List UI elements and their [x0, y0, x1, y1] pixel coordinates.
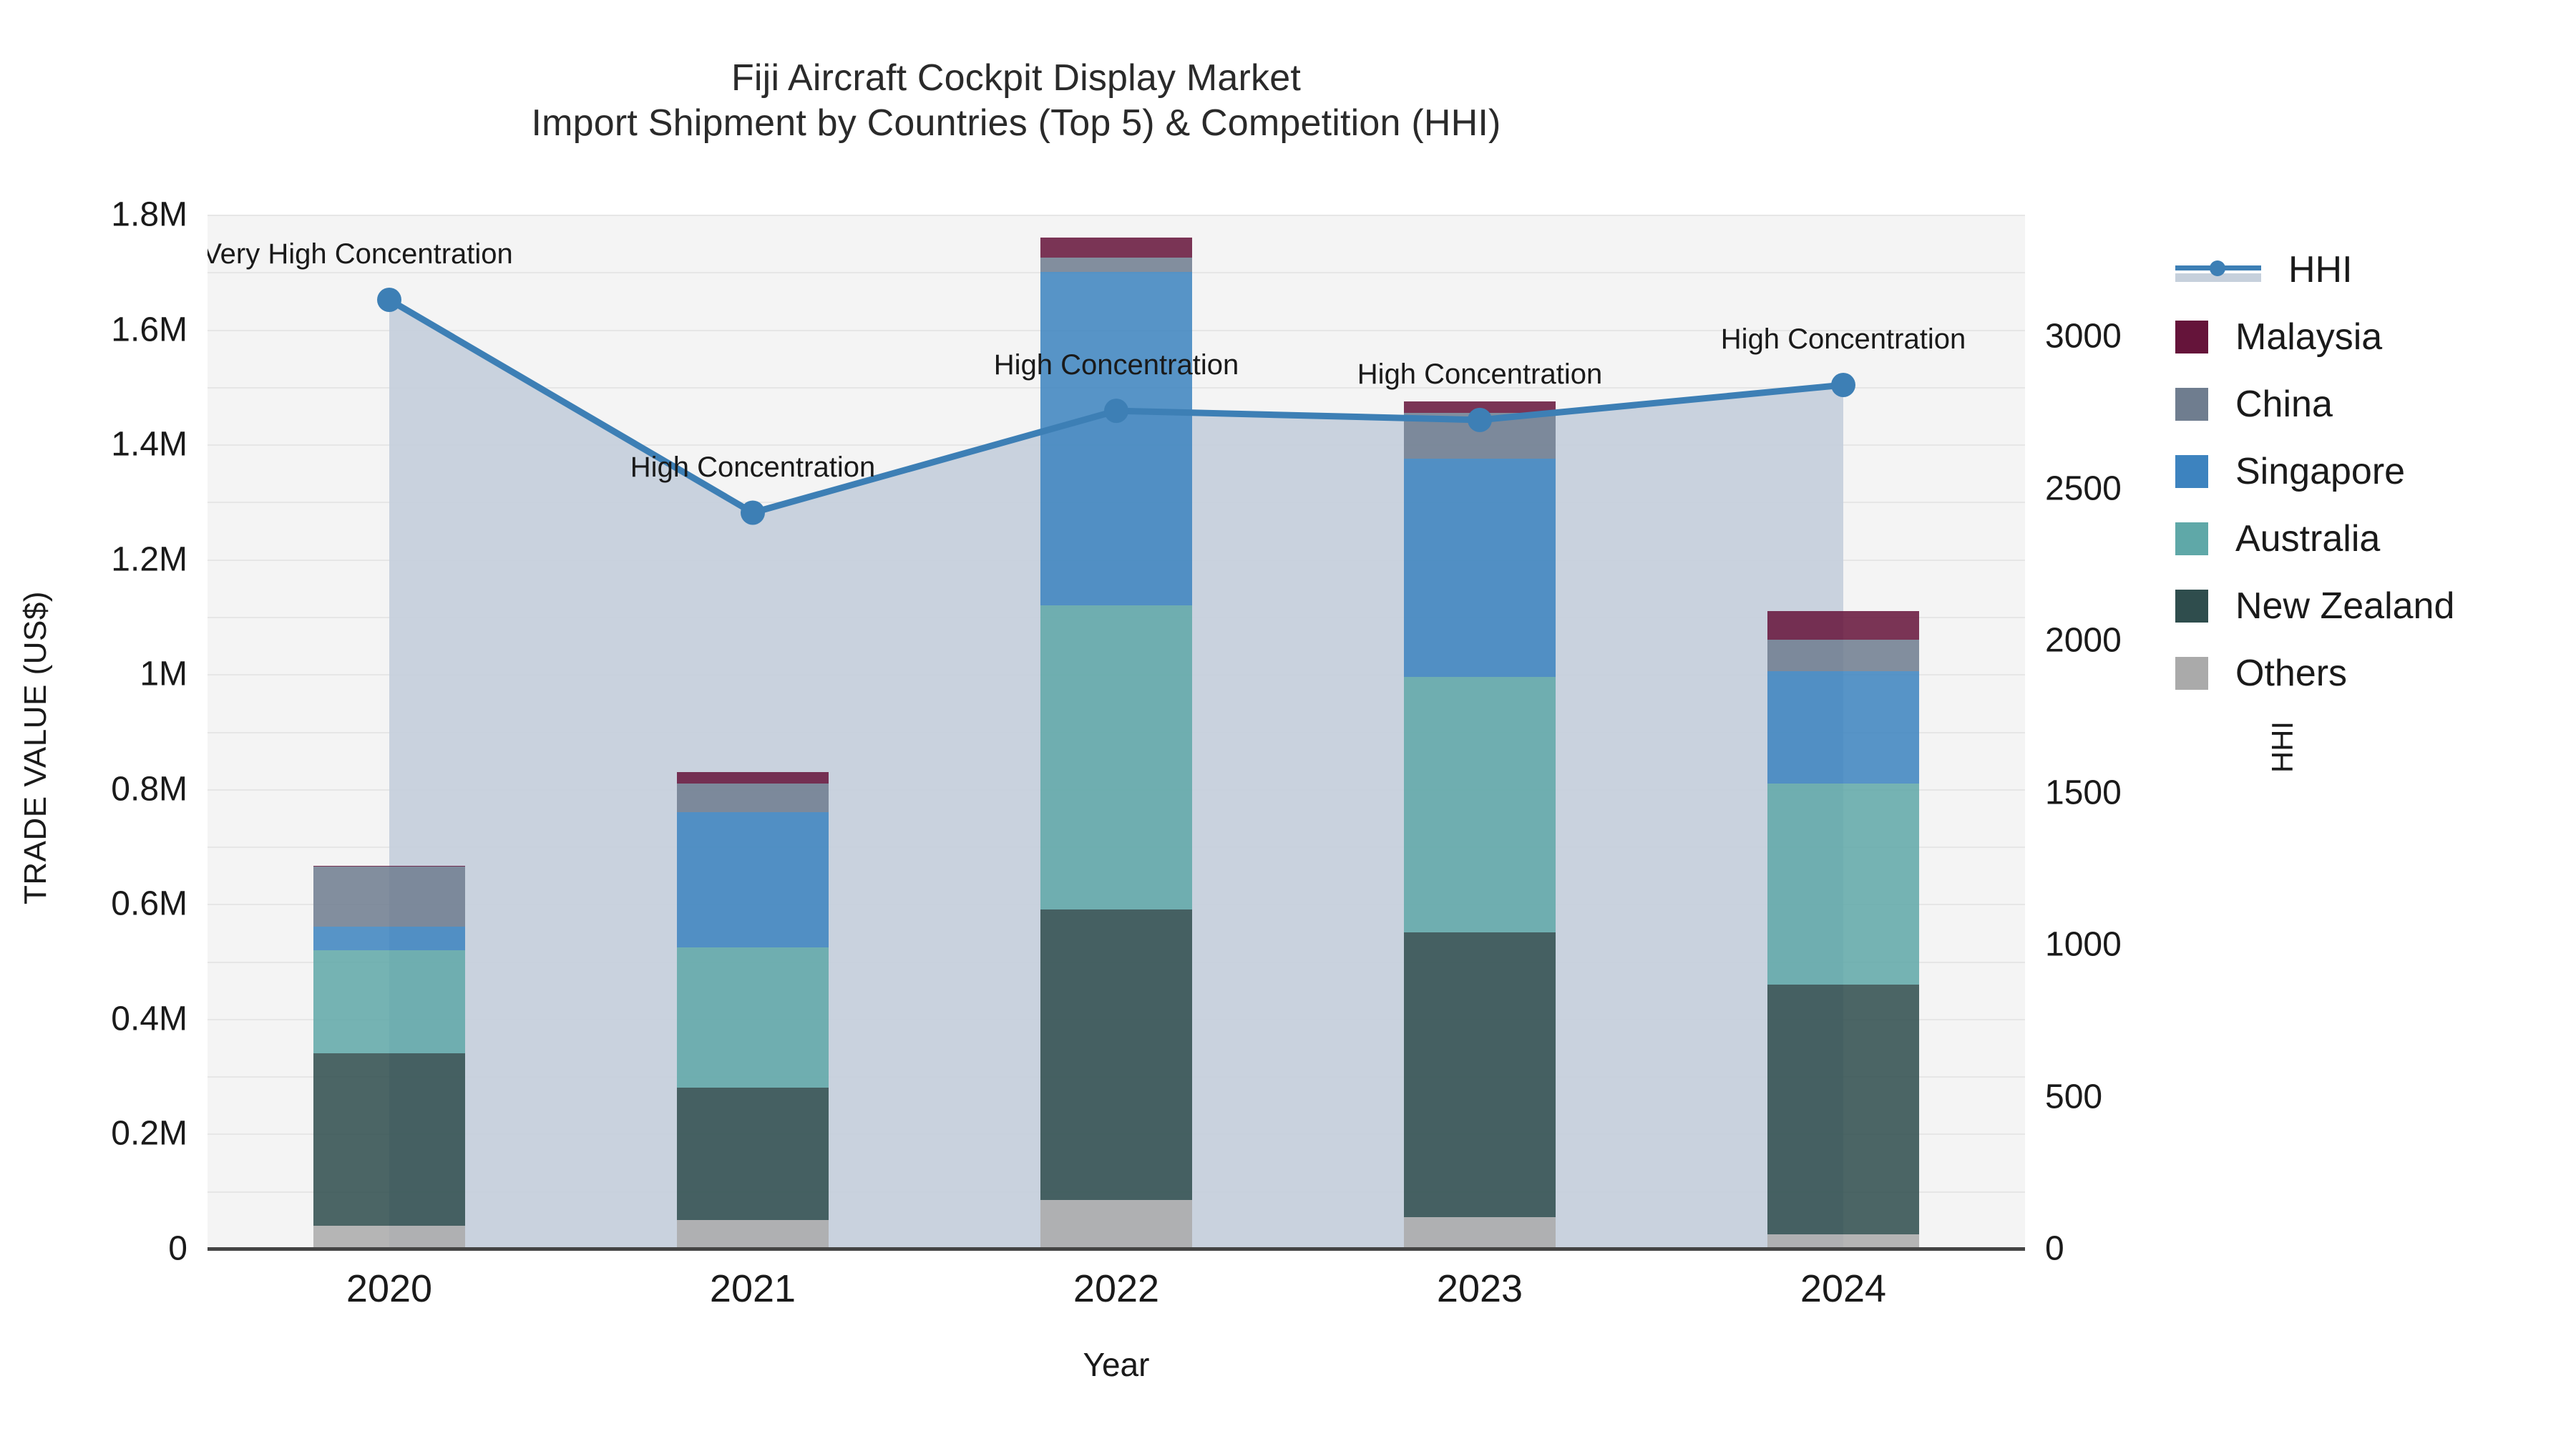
legend-label: HHI [2288, 249, 2353, 291]
bar-segment[interactable] [1767, 984, 1919, 1234]
bar-segment[interactable] [1404, 677, 1556, 933]
x-axis-tick-label: 2023 [1436, 1267, 1523, 1310]
hhi-data-point[interactable] [1831, 373, 1855, 397]
hhi-data-point[interactable] [741, 500, 765, 525]
bar-segment[interactable] [677, 1219, 829, 1249]
y-axis-left-tick-label: 0.8M [111, 770, 187, 809]
y-axis-left-tick-label: 1.6M [111, 311, 187, 349]
legend-marker-dot [2210, 260, 2225, 276]
x-axis-tick-label: 2020 [346, 1267, 433, 1310]
legend-item-australia[interactable]: Australia [2175, 505, 2576, 572]
y-axis-left-tick-label: 0.4M [111, 1000, 187, 1038]
y-axis-right-tick-label: 3000 [2045, 317, 2122, 356]
bar-segment[interactable] [1767, 671, 1919, 784]
gridline [208, 215, 2025, 216]
bar-segment[interactable] [677, 771, 829, 784]
bar-segment[interactable] [1040, 605, 1192, 910]
x-axis-line [208, 1247, 2025, 1251]
chart-title: Fiji Aircraft Cockpit Display Market Imp… [0, 56, 2032, 147]
bar-segment[interactable] [1767, 783, 1919, 985]
plot-inner: Very High Concentration High Concentratio… [208, 215, 2025, 1249]
bar-segment[interactable] [1404, 401, 1556, 413]
bar-segment[interactable] [1767, 610, 1919, 640]
x-axis-tick-label: 2021 [709, 1267, 796, 1310]
title-line-2: Import Shipment by Countries (Top 5) & C… [531, 102, 1501, 145]
concentration-annotation: High Concentration [1357, 358, 1603, 390]
chart-legend: HHI Malaysia China Singapore Australia New Ze… [2175, 236, 2576, 707]
legend-item-singapore[interactable]: Singapore [2175, 438, 2576, 505]
title-line-1: Fiji Aircraft Cockpit Display Market [731, 57, 1302, 99]
concentration-annotation: High Concentration [630, 451, 876, 483]
legend-color-swatch [2175, 388, 2208, 421]
bar-segment[interactable] [1040, 238, 1192, 258]
y-axis-right-tick-label: 500 [2045, 1078, 2103, 1116]
bar-segment[interactable] [1040, 272, 1192, 605]
legend-area-band [2175, 273, 2261, 282]
legend-line-swatch [2175, 253, 2261, 286]
bar-segment[interactable] [1040, 1199, 1192, 1249]
plot-area: Very High Concentration High Concentratio… [208, 215, 2025, 1249]
y-axis-right-tick-label: 2000 [2045, 621, 2122, 660]
hhi-data-point[interactable] [1468, 407, 1492, 432]
legend-color-swatch [2175, 590, 2208, 623]
y-axis-left-tick-label: 0.6M [111, 884, 187, 923]
y-axis-right-tick-label: 2500 [2045, 469, 2122, 507]
legend-label: Malaysia [2235, 316, 2383, 358]
bar-segment[interactable] [313, 865, 465, 867]
bar-segment[interactable] [677, 811, 829, 947]
y-axis-right-tick-label: 1000 [2045, 925, 2122, 964]
legend-item-malaysia[interactable]: Malaysia [2175, 303, 2576, 371]
bar-segment[interactable] [677, 783, 829, 812]
bar-segment[interactable] [1040, 258, 1192, 273]
y-axis-left-tick-label: 0 [168, 1229, 187, 1268]
legend-label: New Zealand [2235, 585, 2455, 627]
y-axis-left-tick-label: 1.2M [111, 540, 187, 579]
legend-item-china[interactable]: China [2175, 371, 2576, 438]
concentration-annotation: High Concentration [1720, 323, 1966, 355]
bar-segment[interactable] [1767, 1234, 1919, 1249]
bar-segment[interactable] [1404, 1216, 1556, 1249]
legend-item-new-zealand[interactable]: New Zealand [2175, 572, 2576, 640]
legend-item-others[interactable]: Others [2175, 640, 2576, 707]
concentration-annotation: High Concentration [993, 349, 1239, 381]
bar-segment[interactable] [1767, 640, 1919, 672]
bar-segment[interactable] [313, 867, 465, 927]
legend-item-hhi[interactable]: HHI [2175, 236, 2576, 303]
y-axis-right-tick-label: 0 [2045, 1229, 2064, 1268]
bar-segment[interactable] [677, 1088, 829, 1220]
legend-label: Australia [2235, 518, 2381, 560]
bar-segment[interactable] [1404, 459, 1556, 678]
legend-label: Singapore [2235, 451, 2406, 492]
x-axis-tick-label: 2024 [1800, 1267, 1887, 1310]
legend-color-swatch [2175, 455, 2208, 488]
x-axis-label: Year [1083, 1346, 1150, 1383]
y-axis-left-tick-label: 1M [140, 655, 187, 693]
legend-color-swatch [2175, 321, 2208, 353]
y-axis-left-tick-label: 1.8M [111, 195, 187, 234]
bar-segment[interactable] [313, 950, 465, 1054]
hhi-data-point[interactable] [377, 288, 401, 312]
concentration-annotation: Very High Concentration [208, 238, 513, 270]
bar-segment[interactable] [677, 947, 829, 1088]
y-axis-left-label: TRADE VALUE (US$) [18, 591, 53, 904]
legend-label: Others [2235, 653, 2348, 694]
hhi-line-layer [377, 288, 1855, 525]
bar-segment[interactable] [1404, 932, 1556, 1217]
bar-segment[interactable] [1040, 909, 1192, 1200]
y-axis-left-tick-label: 0.2M [111, 1114, 187, 1153]
bar-segment[interactable] [313, 1225, 465, 1249]
legend-color-swatch [2175, 522, 2208, 555]
legend-label: China [2235, 384, 2333, 425]
hhi-data-point[interactable] [1104, 399, 1128, 424]
y-axis-left-tick-label: 1.4M [111, 425, 187, 464]
x-axis-tick-label: 2022 [1073, 1267, 1160, 1310]
legend-color-swatch [2175, 657, 2208, 690]
y-axis-right-tick-label: 1500 [2045, 774, 2122, 811]
bar-segment[interactable] [313, 1053, 465, 1226]
bar-segment[interactable] [313, 927, 465, 950]
